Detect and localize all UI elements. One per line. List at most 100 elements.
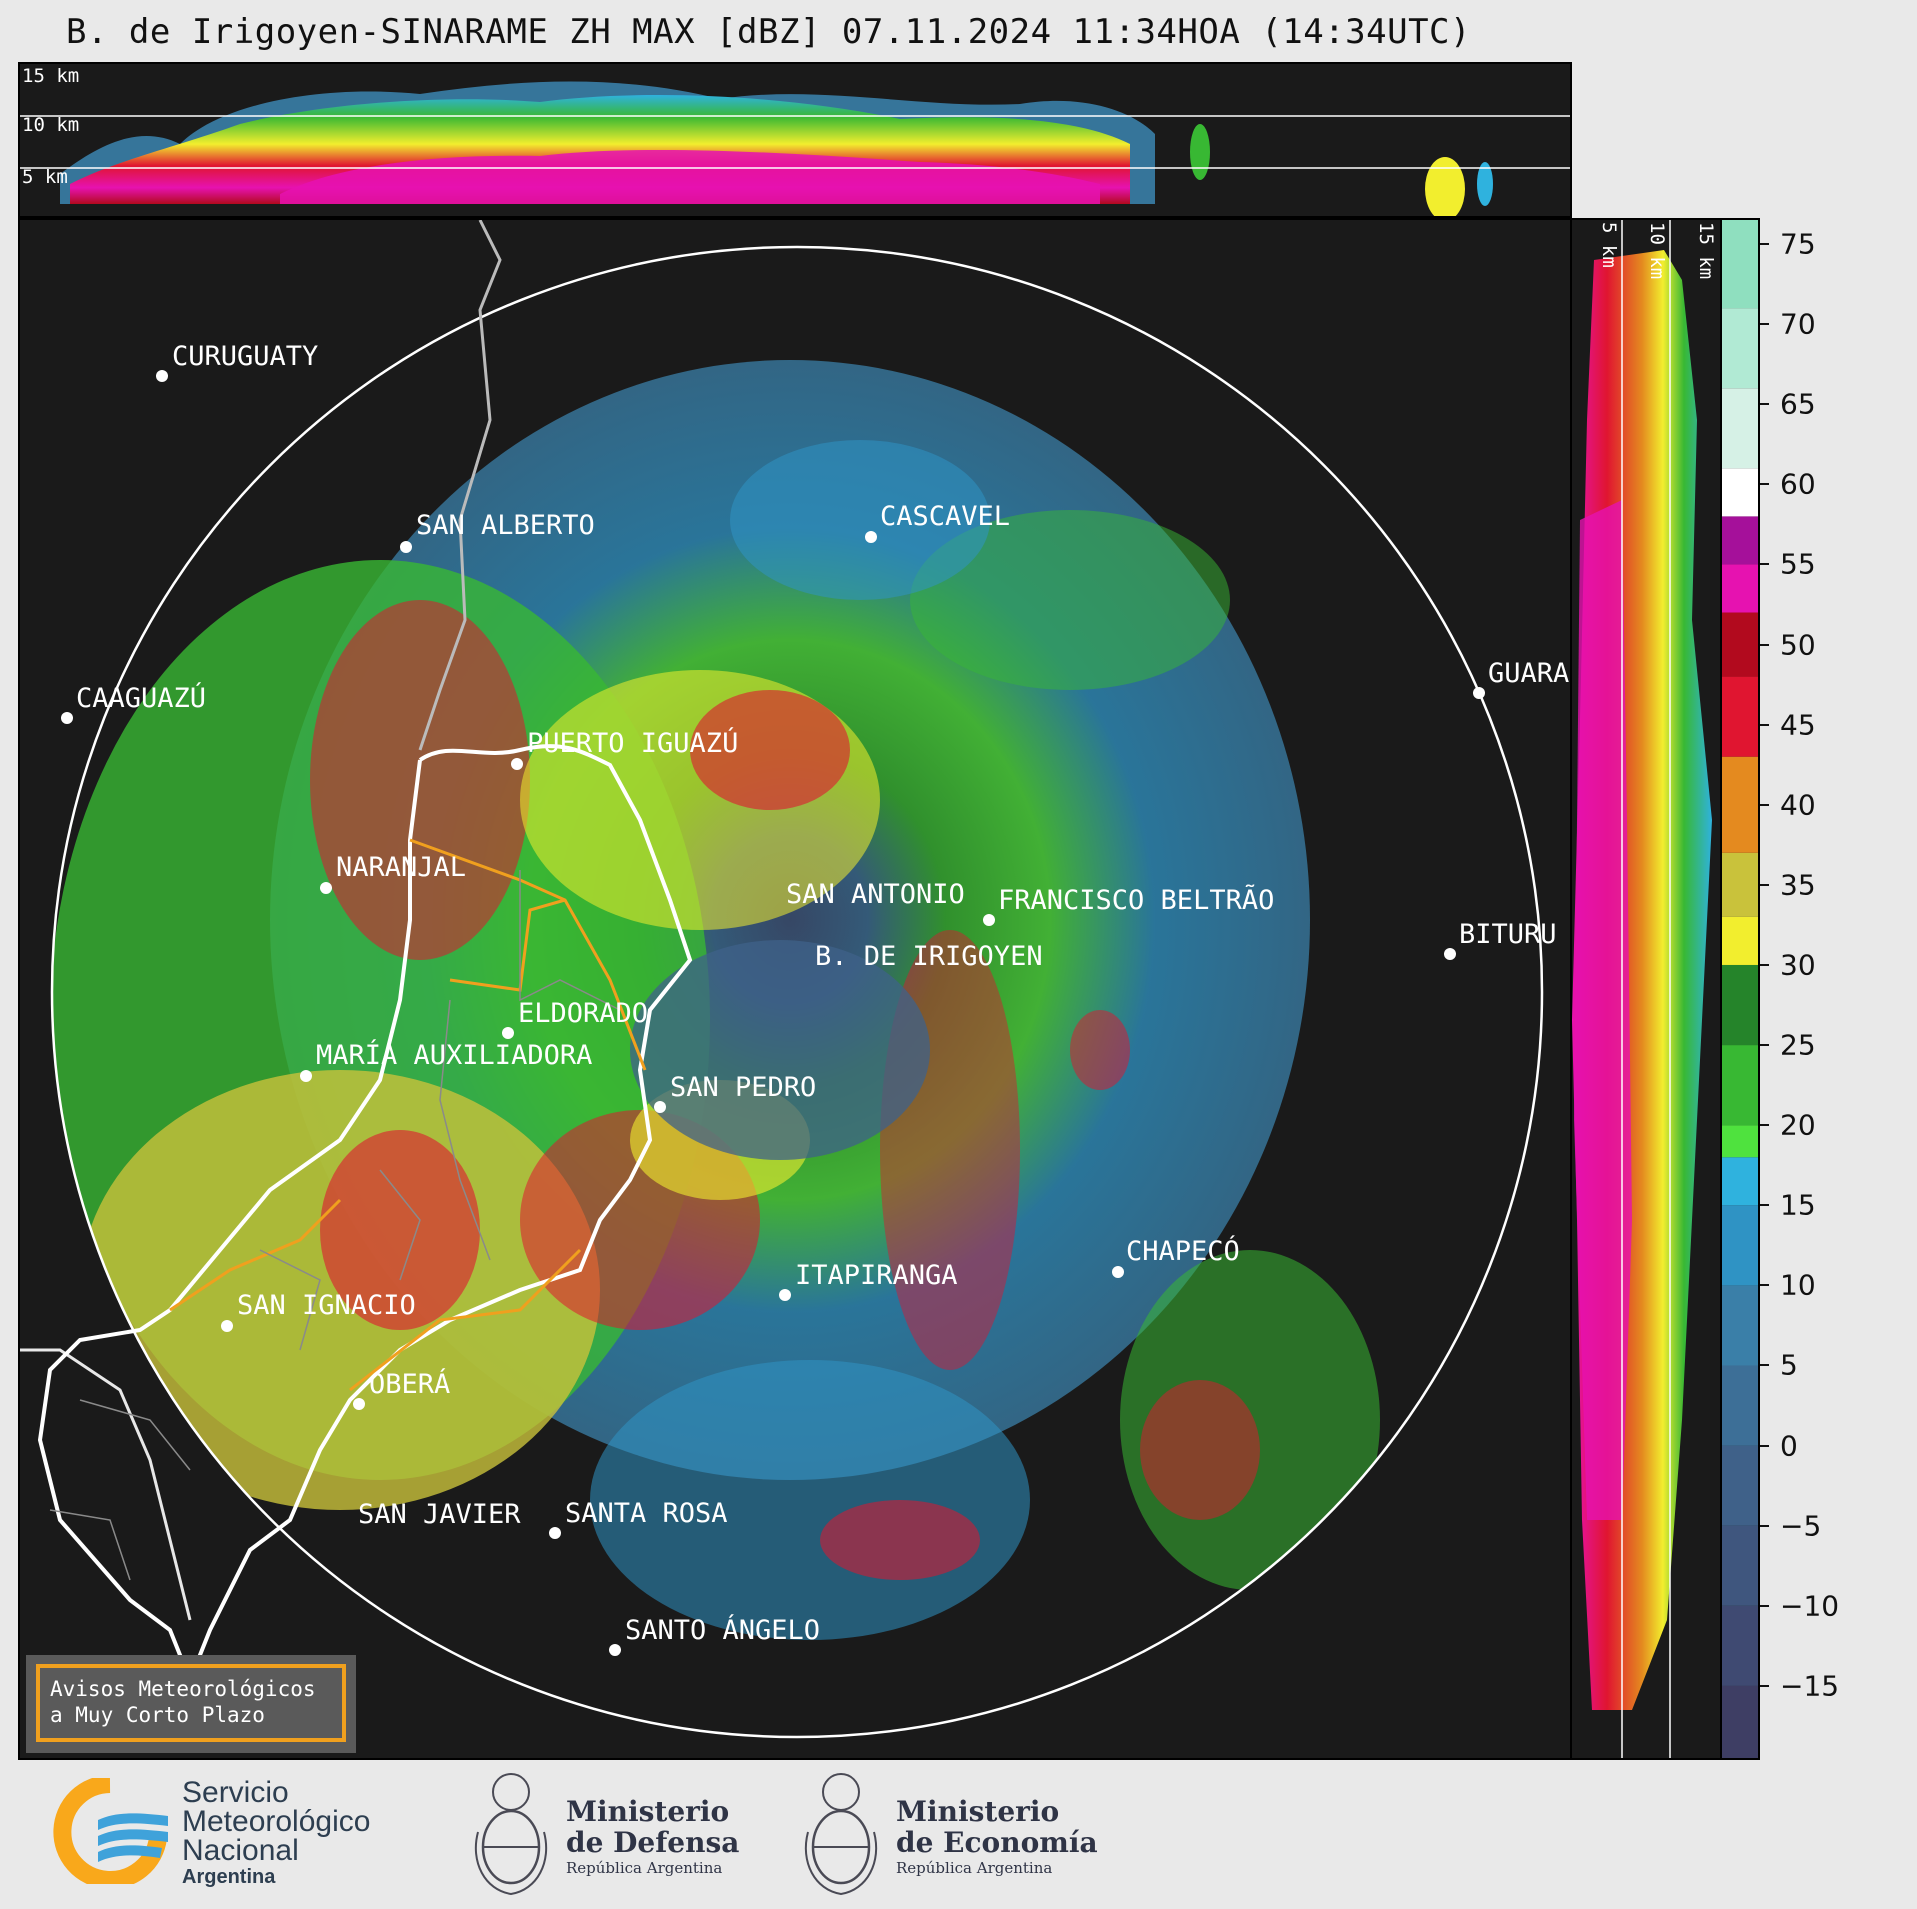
place-dot [1112,1266,1124,1278]
colorbar-tick [1760,243,1769,246]
place-dot [779,1289,791,1301]
top-label-5km: 5 km [22,166,68,188]
colorbar-tick-label: 0 [1780,1429,1798,1463]
side-profile-plot: 5 km 10 km 15 km [1572,220,1717,1758]
economia-line-3: República Argentina [896,1859,1053,1877]
place-guara: GUARA [1488,658,1569,689]
top-profile-cell [1477,162,1493,206]
colorbar-tick-label: 15 [1780,1188,1816,1222]
colorbar-tick [1760,483,1769,486]
colorbar-tick-label: −5 [1780,1509,1822,1543]
colorbar-band [1722,756,1758,853]
place-san-antonio: SAN ANTONIO [786,879,965,910]
warning-box-line-1: Avisos Meteorológicos [50,1677,316,1701]
paraguay-brazil-border [418,220,502,751]
place-santa-rosa: SANTA ROSA [565,1498,728,1529]
colorbar-tick [1760,1604,1769,1607]
colorbar-tick [1760,803,1769,806]
colorbar-band [1722,1045,1758,1126]
place-dot [549,1527,561,1539]
place-francisco-beltrao: FRANCISCO BELTRÃO [998,884,1274,916]
colorbar-tick-label: 25 [1780,1028,1816,1062]
place-obera: OBERÁ [369,1368,450,1400]
place-san-ignacio: SAN IGNACIO [237,1290,416,1321]
place-santo-angelo: SANTO ÁNGELO [625,1614,820,1646]
place-maria-auxiliadora: MARÍA AUXILIADORA [316,1039,592,1071]
top-profile-cell [1425,157,1465,216]
radar-site-label: B. DE IRIGOYEN [815,941,1043,972]
smn-line-4: Argentina [182,1866,276,1888]
smn-line-1: Servicio [182,1776,289,1809]
colorbar-band [1722,388,1758,469]
economia-wordmark: Ministerio de Economía República Argenti… [896,1796,1098,1878]
place-naranjal: NARANJAL [336,852,466,883]
place-dot [61,712,73,724]
side-label-10km: 10 km [1646,222,1668,279]
colorbar-tick-label: 35 [1780,868,1816,902]
side-profile-core [1574,500,1632,1520]
top-profile-plot: 15 km 10 km 5 km [20,65,1570,216]
smn-line-3: Nacional [182,1834,299,1867]
smn-wordmark: Servicio Meteorológico Nacional Argentin… [182,1778,370,1889]
warning-box-line-2: a Muy Corto Plazo [50,1703,265,1727]
place-dot [983,914,995,926]
colorbar-tick [1760,1524,1769,1527]
top-label-10km: 10 km [22,114,79,136]
colorbar-band [1722,1157,1758,1206]
defensa-line-2: de Defensa [566,1826,740,1859]
warning-box[interactable]: Avisos Meteorológicos a Muy Corto Plazo [26,1655,356,1753]
top-profile-cell [1190,124,1210,180]
colorbar-tick-label: 5 [1780,1348,1798,1382]
colorbar-tick [1760,723,1769,726]
colorbar [1720,218,1760,1760]
place-dot [300,1070,312,1082]
side-label-5km: 5 km [1598,222,1620,268]
place-dot [654,1101,666,1113]
colorbar-band [1722,1365,1758,1446]
colorbar-tick-label: 55 [1780,547,1816,581]
warning-box-bg [26,1655,356,1753]
chart-title: B. de Irigoyen-SINARAME ZH MAX [dBZ] 07.… [66,12,1471,52]
colorbar-tick [1760,563,1769,566]
place-puerto-iguazu: PUERTO IGUAZÚ [527,727,738,759]
colorbar-band [1722,564,1758,613]
place-dot [353,1398,365,1410]
colorbar-band [1722,1125,1758,1158]
colorbar-band [1722,516,1758,565]
colorbar-band [1722,1285,1758,1366]
colorbar-tick-label: −10 [1780,1589,1840,1623]
smn-logo-icon [53,1778,168,1884]
place-chapeco: CHAPECÓ [1126,1235,1240,1267]
colorbar-tick [1760,1204,1769,1207]
corrientes-border [20,1348,192,1621]
colorbar-tick-label: 30 [1780,948,1816,982]
department-boundaries [49,870,621,1581]
colorbar-tick [1760,1124,1769,1127]
place-dot [609,1644,621,1656]
colorbar-tick [1760,1284,1769,1287]
colorbar-tick-label: 20 [1780,1108,1816,1142]
colorbar-band [1722,916,1758,965]
radar-map[interactable]: CURUGUATY SAN ALBERTO CASCAVEL CAAGUAZÚ … [18,218,1572,1760]
colorbar-tick-label: 10 [1780,1268,1816,1302]
economia-line-1: Ministerio [896,1795,1060,1828]
place-dot [1444,948,1456,960]
place-caaguazu: CAAGUAZÚ [76,682,206,714]
colorbar-band [1722,1525,1758,1606]
colorbar-tick-label: 50 [1780,628,1816,662]
defensa-line-1: Ministerio [566,1795,730,1828]
defensa-line-3: República Argentina [566,1859,723,1877]
colorbar-tick [1760,323,1769,326]
radar-map-svg: CURUGUATY SAN ALBERTO CASCAVEL CAAGUAZÚ … [20,220,1569,1753]
colorbar-band [1722,612,1758,677]
colorbar-tick-label: 60 [1780,467,1816,501]
place-san-alberto: SAN ALBERTO [416,510,595,541]
colorbar-tick-label: 75 [1780,227,1816,261]
colorbar-tick-label: 40 [1780,788,1816,822]
economia-line-2: de Economía [896,1826,1098,1859]
warning-zone-outline [169,838,647,1392]
colorbar-band [1722,308,1758,389]
colorbar-tick-label: −15 [1780,1669,1840,1703]
colorbar-tick [1760,643,1769,646]
place-san-javier: SAN JAVIER [358,1499,521,1530]
